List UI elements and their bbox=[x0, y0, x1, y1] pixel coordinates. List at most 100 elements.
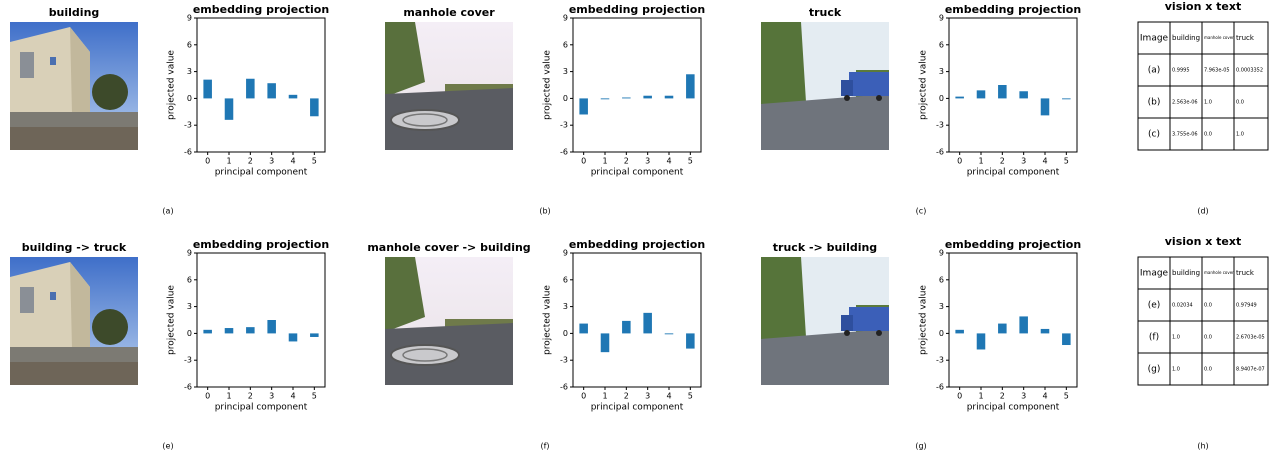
bar bbox=[1019, 316, 1028, 334]
y-tick-label: 6 bbox=[563, 275, 568, 284]
y-tick-label: 9 bbox=[563, 249, 568, 258]
bar bbox=[664, 333, 674, 335]
x-tick-label: 3 bbox=[1021, 392, 1026, 401]
bar bbox=[955, 96, 964, 99]
y-tick-label: -6 bbox=[936, 383, 944, 392]
y-tick-label: -3 bbox=[560, 356, 568, 365]
y-axis-label: projected value bbox=[543, 50, 553, 120]
y-tick-label: 3 bbox=[939, 67, 944, 76]
bar bbox=[622, 97, 631, 99]
table-cell bbox=[1169, 352, 1203, 386]
table-title: vision x text bbox=[1165, 235, 1241, 248]
photo bbox=[761, 257, 889, 385]
x-axis-label: principal component bbox=[967, 403, 1060, 413]
image-title: manhole cover -> building bbox=[367, 241, 530, 254]
panel-label: (b) bbox=[539, 207, 550, 216]
bar bbox=[246, 78, 255, 99]
x-tick-label: 2 bbox=[248, 392, 253, 401]
bar bbox=[246, 327, 255, 334]
y-axis-label: projected value bbox=[543, 285, 553, 355]
table-cell bbox=[1137, 117, 1171, 151]
x-tick-label: 4 bbox=[666, 157, 671, 166]
table-cell bbox=[1201, 320, 1235, 354]
x-tick-label: 0 bbox=[205, 157, 210, 166]
bar bbox=[998, 323, 1007, 334]
table-header: truck bbox=[1236, 269, 1255, 277]
x-tick-label: 1 bbox=[978, 157, 983, 166]
x-tick-label: 5 bbox=[1064, 157, 1069, 166]
bar bbox=[643, 312, 652, 334]
x-tick-label: 1 bbox=[602, 157, 607, 166]
x-tick-label: 2 bbox=[1000, 157, 1005, 166]
panel-label: (h) bbox=[1197, 442, 1208, 451]
x-axis-label: principal component bbox=[215, 403, 308, 413]
y-tick-label: 0 bbox=[187, 94, 192, 103]
x-tick-label: 3 bbox=[269, 392, 274, 401]
table-text: (g) bbox=[1148, 365, 1161, 375]
y-tick-label: -6 bbox=[560, 383, 568, 392]
y-tick-label: -6 bbox=[936, 148, 944, 157]
x-tick-label: 0 bbox=[957, 157, 962, 166]
table-cell bbox=[1169, 117, 1203, 151]
x-tick-label: 0 bbox=[957, 392, 962, 401]
y-tick-label: -3 bbox=[936, 121, 944, 130]
bar bbox=[955, 329, 964, 334]
table-cell bbox=[1169, 288, 1203, 322]
bar bbox=[579, 323, 588, 334]
table-title: vision x text bbox=[1165, 0, 1241, 13]
bar bbox=[224, 98, 234, 120]
y-axis-label: projected value bbox=[919, 285, 929, 355]
table-text: (e) bbox=[1148, 301, 1161, 311]
y-tick-label: 3 bbox=[939, 302, 944, 311]
bar bbox=[203, 329, 212, 334]
x-tick-label: 5 bbox=[1064, 392, 1069, 401]
table-cell bbox=[1201, 117, 1235, 151]
bar bbox=[600, 98, 610, 100]
table-text: (a) bbox=[1148, 66, 1161, 76]
x-tick-label: 0 bbox=[205, 392, 210, 401]
table-text: 0.0 bbox=[1236, 100, 1244, 106]
table-text: 0.0 bbox=[1204, 367, 1212, 373]
x-tick-label: 2 bbox=[1000, 392, 1005, 401]
bar bbox=[1019, 91, 1028, 99]
table-text: 3.755e-06 bbox=[1172, 132, 1198, 138]
x-axis-label: principal component bbox=[215, 168, 308, 178]
table-cell bbox=[1169, 256, 1203, 290]
bar bbox=[643, 95, 652, 99]
y-tick-label: -6 bbox=[184, 148, 192, 157]
table-text: (c) bbox=[1148, 130, 1160, 140]
y-tick-label: 3 bbox=[187, 67, 192, 76]
image-title: building -> truck bbox=[22, 241, 127, 254]
panel-label: (e) bbox=[162, 442, 173, 451]
x-axis-label: principal component bbox=[591, 168, 684, 178]
chart-title: embedding projection bbox=[569, 3, 705, 16]
table-cell bbox=[1233, 117, 1269, 151]
x-tick-label: 3 bbox=[1021, 157, 1026, 166]
bar bbox=[224, 328, 234, 334]
bar bbox=[288, 333, 298, 342]
x-tick-label: 3 bbox=[269, 157, 274, 166]
image-title: building bbox=[49, 6, 100, 19]
table-text: 0.0003352 bbox=[1236, 68, 1263, 74]
chart-title: embedding projection bbox=[193, 3, 329, 16]
y-tick-label: 9 bbox=[939, 249, 944, 258]
table-cell bbox=[1137, 288, 1171, 322]
x-tick-label: 0 bbox=[581, 157, 586, 166]
y-axis-label: projected value bbox=[167, 285, 177, 355]
x-tick-label: 1 bbox=[978, 392, 983, 401]
x-tick-label: 1 bbox=[226, 392, 231, 401]
y-tick-label: 9 bbox=[187, 249, 192, 258]
y-tick-label: 0 bbox=[563, 329, 568, 338]
table-cell bbox=[1169, 21, 1203, 55]
table-cell bbox=[1233, 53, 1269, 87]
table-header: Image bbox=[1140, 34, 1169, 44]
table-text: 1.0 bbox=[1236, 132, 1244, 138]
chart-title: embedding projection bbox=[569, 238, 705, 251]
x-tick-label: 5 bbox=[312, 157, 317, 166]
bar bbox=[600, 333, 610, 353]
x-tick-label: 2 bbox=[248, 157, 253, 166]
y-tick-label: 0 bbox=[939, 94, 944, 103]
chart-title: embedding projection bbox=[945, 238, 1081, 251]
image-title: truck -> building bbox=[773, 241, 877, 254]
x-axis-label: principal component bbox=[591, 403, 684, 413]
